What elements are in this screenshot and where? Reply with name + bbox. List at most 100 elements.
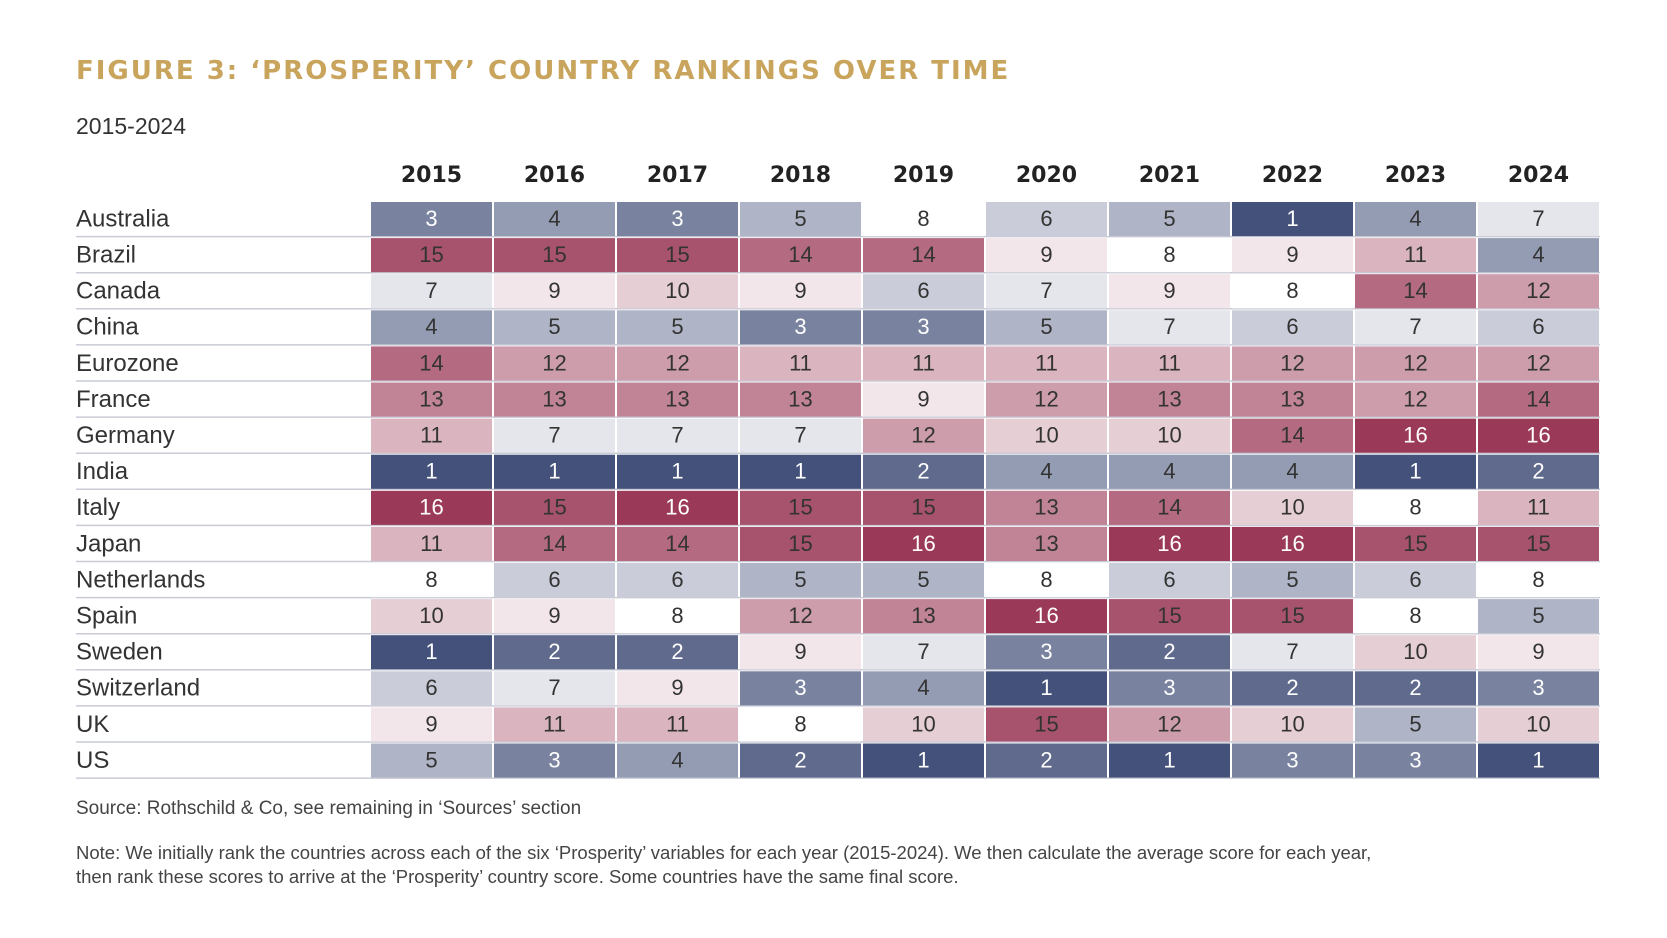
cell-label: 1: [917, 747, 929, 772]
cell-label: 4: [425, 314, 437, 339]
year-label-2017: 2017: [647, 163, 708, 188]
cell-label: 11: [420, 422, 443, 447]
cell-label: 10: [1280, 711, 1304, 736]
cell-label: 9: [794, 639, 806, 664]
cell-label: 9: [1532, 639, 1544, 664]
cell-label: 7: [1532, 206, 1544, 231]
cell-label: 2: [548, 639, 560, 664]
cell-label: 4: [1409, 206, 1421, 231]
cell-label: 15: [665, 242, 689, 267]
cell-label: 10: [1157, 422, 1181, 447]
cell-label: 9: [1286, 242, 1298, 267]
cell-label: 15: [542, 242, 566, 267]
figure-title: FIGURE 3: ‘PROSPERITY’ COUNTRY RANKINGS …: [76, 56, 1010, 86]
year-label-2016: 2016: [524, 163, 585, 188]
cell-label: 13: [1034, 495, 1058, 520]
country-label-sweden: Sweden: [76, 639, 163, 666]
cell-label: 9: [548, 278, 560, 303]
cell-label: 11: [1035, 350, 1058, 375]
figure-subtitle: 2015-2024: [76, 113, 186, 140]
cell-label: 1: [1532, 747, 1544, 772]
cell-label: 12: [788, 603, 812, 628]
cell-label: 7: [1040, 278, 1052, 303]
cell-label: 1: [1409, 459, 1421, 484]
country-label-canada: Canada: [76, 278, 161, 305]
cell-label: 15: [1280, 603, 1304, 628]
cell-label: 15: [419, 242, 443, 267]
cell-label: 9: [1163, 278, 1175, 303]
cell-label: 8: [1409, 603, 1421, 628]
country-label-spain: Spain: [76, 602, 137, 629]
cell-label: 15: [911, 495, 935, 520]
cell-label: 11: [1527, 495, 1550, 520]
cell-label: 1: [425, 459, 437, 484]
methodology-note: Note: We initially rank the countries ac…: [76, 841, 1396, 889]
cell-label: 4: [917, 675, 929, 700]
cell-label: 5: [1040, 314, 1052, 339]
year-label-2018: 2018: [770, 163, 831, 188]
year-label-2023: 2023: [1385, 163, 1446, 188]
cell-label: 3: [1409, 747, 1421, 772]
cell-label: 12: [1403, 386, 1427, 411]
cell-label: 5: [1163, 206, 1175, 231]
country-label-china: China: [76, 314, 139, 341]
cell-label: 3: [1532, 675, 1544, 700]
cell-label: 6: [1286, 314, 1298, 339]
cell-label: 11: [543, 711, 566, 736]
cell-label: 11: [666, 711, 689, 736]
cell-label: 16: [665, 495, 689, 520]
year-label-2024: 2024: [1508, 163, 1569, 188]
cell-label: 10: [1034, 422, 1058, 447]
cell-label: 12: [911, 422, 935, 447]
cell-label: 1: [1286, 206, 1298, 231]
cell-label: 13: [665, 386, 689, 411]
cell-label: 11: [912, 350, 935, 375]
cell-label: 3: [671, 206, 683, 231]
cell-label: 5: [1532, 603, 1544, 628]
country-label-uk: UK: [76, 711, 109, 738]
cell-label: 8: [917, 206, 929, 231]
cell-label: 1: [671, 459, 683, 484]
cell-label: 12: [1526, 350, 1550, 375]
cell-label: 5: [425, 747, 437, 772]
cell-label: 3: [1040, 639, 1052, 664]
year-label-2021: 2021: [1139, 163, 1200, 188]
cell-label: 8: [1532, 567, 1544, 592]
cell-label: 3: [917, 314, 929, 339]
cell-label: 9: [917, 386, 929, 411]
cell-label: 3: [425, 206, 437, 231]
cell-label: 7: [1163, 314, 1175, 339]
cell-label: 16: [1034, 603, 1058, 628]
country-label-us: US: [76, 747, 109, 774]
cell-label: 12: [665, 350, 689, 375]
cell-label: 8: [1163, 242, 1175, 267]
year-label-2019: 2019: [893, 163, 954, 188]
cell-label: 14: [1403, 278, 1427, 303]
country-label-brazil: Brazil: [76, 241, 136, 268]
cell-label: 3: [548, 747, 560, 772]
cell-label: 6: [425, 675, 437, 700]
cell-label: 15: [788, 495, 812, 520]
cell-label: 14: [1157, 495, 1181, 520]
cell-label: 5: [794, 567, 806, 592]
cell-label: 8: [1409, 495, 1421, 520]
cell-label: 15: [788, 531, 812, 556]
cell-label: 4: [1040, 459, 1052, 484]
cell-label: 7: [425, 278, 437, 303]
cell-label: 2: [1532, 459, 1544, 484]
cell-label: 2: [1040, 747, 1052, 772]
cell-label: 15: [1034, 711, 1058, 736]
cell-label: 7: [671, 422, 683, 447]
cell-label: 15: [1403, 531, 1427, 556]
cell-label: 8: [1286, 278, 1298, 303]
cell-label: 11: [420, 531, 443, 556]
cell-label: 4: [1163, 459, 1175, 484]
cell-label: 10: [1280, 495, 1304, 520]
cell-label: 12: [1526, 278, 1550, 303]
cell-label: 4: [548, 206, 560, 231]
cell-label: 6: [1409, 567, 1421, 592]
country-label-eurozone: Eurozone: [76, 350, 179, 377]
cell-label: 13: [419, 386, 443, 411]
cell-label: 10: [419, 603, 443, 628]
cell-label: 2: [1286, 675, 1298, 700]
